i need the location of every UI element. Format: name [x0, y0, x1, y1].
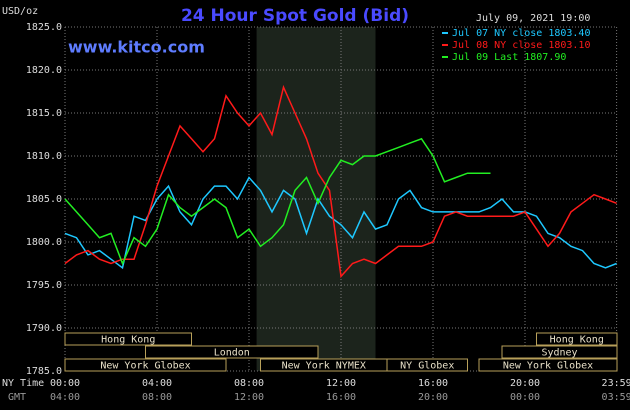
- session-bar: [536, 332, 618, 346]
- y-tick-label: 1810.0: [26, 151, 62, 162]
- x-tick-label: 00:00: [50, 378, 80, 389]
- series-line: [64, 84, 617, 279]
- x2-tick-label: 20:00: [418, 392, 448, 403]
- y-tick-label: 1800.0: [26, 237, 62, 248]
- x-tick-label: 16:00: [418, 378, 448, 389]
- y-axis-label: USD/oz: [2, 6, 38, 17]
- legend-label: Jul 07 NY close 1803.40: [452, 28, 590, 39]
- session-label: London: [214, 348, 250, 359]
- legend-label: Jul 09 Last 1807.90: [452, 52, 566, 63]
- y-tick-label: 1805.0: [26, 194, 62, 205]
- session-bar: [501, 345, 618, 359]
- x2-tick-label: 16:00: [326, 392, 356, 403]
- x-tick-label: 23:59: [602, 378, 630, 389]
- series-line: [64, 137, 491, 266]
- session-label: New York Globex: [503, 361, 593, 372]
- x2-tick-label: 08:00: [142, 392, 172, 403]
- x2-tick-label: 04:00: [50, 392, 80, 403]
- session-label: Hong Kong: [101, 335, 155, 346]
- session-bar: [145, 345, 319, 359]
- x-tick-label: 20:00: [510, 378, 540, 389]
- session-bar: [478, 358, 618, 372]
- x2-axis-label: GMT: [8, 392, 26, 403]
- session-label: New York NYMEX: [282, 361, 366, 372]
- x-tick-label: 04:00: [142, 378, 172, 389]
- session-bar: [386, 358, 468, 372]
- x2-tick-label: 12:00: [234, 392, 264, 403]
- legend-label: Jul 08 NY close 1803.10: [452, 40, 590, 51]
- session-label: New York Globex: [100, 361, 190, 372]
- x-tick-label: 12:00: [326, 378, 356, 389]
- session-bar: [64, 358, 227, 372]
- session-label: Sydney: [541, 348, 577, 359]
- x-axis-label: NY Time: [2, 378, 44, 389]
- y-tick-label: 1795.0: [26, 280, 62, 291]
- x-tick-label: 08:00: [234, 378, 264, 389]
- x2-tick-label: 00:00: [510, 392, 540, 403]
- y-tick-label: 1790.0: [26, 323, 62, 334]
- x2-tick-label: 03:59: [602, 392, 630, 403]
- chart-title: 24 Hour Spot Gold (Bid): [181, 6, 409, 26]
- session-label: Hong Kong: [550, 335, 604, 346]
- session-label: NY Globex: [400, 361, 454, 372]
- session-bar: [64, 332, 192, 346]
- y-tick-label: 1785.0: [26, 366, 62, 377]
- y-tick-label: 1820.0: [26, 65, 62, 76]
- y-tick-label: 1815.0: [26, 108, 62, 119]
- site-label: www.kitco.com: [68, 38, 205, 57]
- date-label: July 09, 2021 19:00: [476, 13, 590, 24]
- y-tick-label: 1825.0: [26, 22, 62, 33]
